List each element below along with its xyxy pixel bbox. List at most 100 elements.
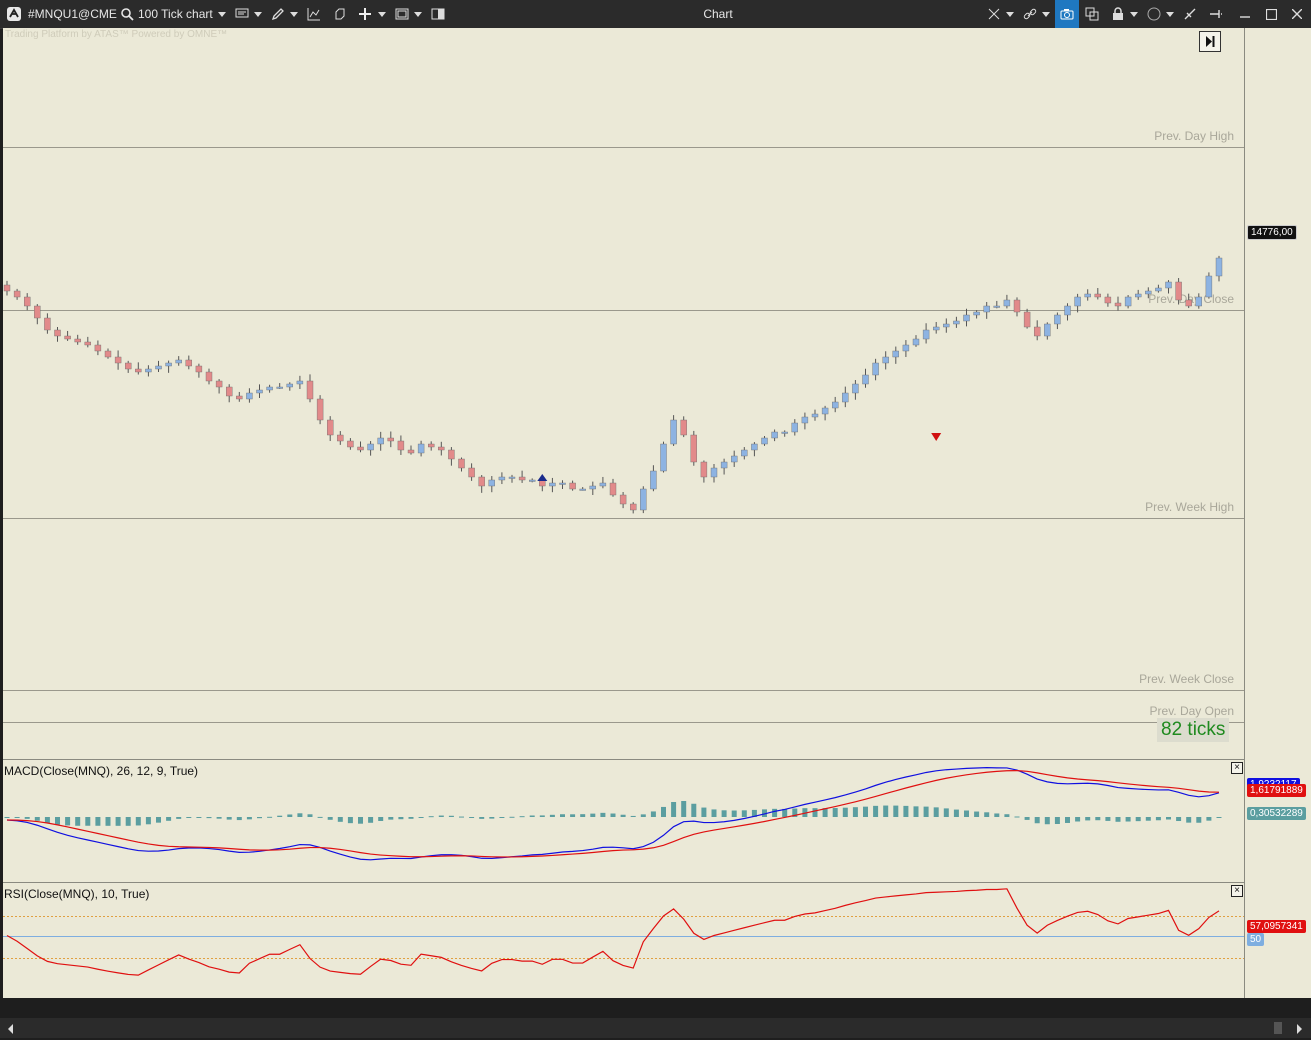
chevron-down-icon[interactable] <box>1128 0 1140 28</box>
macd-histogram-bar <box>984 812 990 817</box>
candle-body <box>811 413 819 418</box>
symbol-selector[interactable]: #MNQU1@CME <box>28 7 117 21</box>
watermark: Trading Platform by ATAS™ Powered by OMN… <box>5 29 228 40</box>
candle-body <box>1003 299 1011 307</box>
candle-body <box>720 461 728 469</box>
candle-body <box>195 365 203 373</box>
macd-histogram-bar <box>701 807 707 817</box>
macd-histogram-bar <box>317 816 323 818</box>
fit-icon[interactable] <box>330 0 350 28</box>
chevron-down-icon[interactable] <box>1040 0 1052 28</box>
rsi-close-icon[interactable]: × <box>1231 885 1243 897</box>
chart-area[interactable]: Trading Platform by ATAS™ Powered by OMN… <box>3 28 1244 998</box>
chart-type-selector[interactable]: 100 Tick chart <box>138 7 213 21</box>
candle-body <box>963 314 970 322</box>
candle-body <box>286 383 293 388</box>
macd-histogram-bar <box>448 815 454 817</box>
macd-close-icon[interactable]: × <box>1231 762 1243 774</box>
macd-histogram-bar <box>863 806 868 817</box>
macd-histogram-bar <box>1155 817 1161 821</box>
candle-body <box>1215 257 1223 277</box>
macd-histogram-bar <box>691 803 697 817</box>
macd-histogram-bar <box>1166 817 1171 820</box>
macd-histogram-bar <box>772 808 778 817</box>
scroll-thumb[interactable] <box>1274 1022 1282 1034</box>
candle-body <box>630 503 637 511</box>
macd-histogram-bar <box>873 805 879 817</box>
macd-histogram-bar <box>893 805 899 817</box>
candle-body <box>508 476 516 479</box>
macd-histogram-bar <box>176 817 182 819</box>
chevron-down-icon[interactable] <box>252 0 264 28</box>
indicator-icon[interactable] <box>304 0 324 28</box>
columns-icon[interactable] <box>428 0 448 28</box>
candle-body <box>1044 323 1051 337</box>
level-label-prev-week-close: Prev. Week Close <box>1139 672 1234 686</box>
macd-histogram-bar <box>135 817 141 826</box>
macd-histogram-bar <box>206 817 212 819</box>
price-axis[interactable]: 14776,00 1,9232117 1,61791889 0,30532289… <box>1244 28 1311 998</box>
macd-histogram-bar <box>489 817 495 819</box>
macd-histogram-bar <box>782 808 788 817</box>
candle-body <box>1165 281 1172 289</box>
macd-histogram-bar <box>186 817 192 818</box>
search-icon[interactable] <box>118 0 136 28</box>
candle-body <box>13 290 21 298</box>
close-icon[interactable] <box>1286 0 1308 28</box>
candle-body <box>327 419 334 436</box>
pane-separator[interactable] <box>3 759 1244 760</box>
macd-histogram-bar <box>24 817 30 819</box>
candle-body <box>872 362 879 376</box>
link-icon[interactable] <box>1020 0 1040 28</box>
candle-body <box>1185 299 1192 307</box>
candle-body <box>185 359 193 367</box>
circle-icon[interactable] <box>1144 0 1164 28</box>
pin-icon[interactable] <box>1206 0 1226 28</box>
macd-histogram-bar <box>327 817 333 820</box>
candle-body <box>529 479 536 482</box>
macd-histogram-bar <box>1105 817 1111 821</box>
candle-body <box>791 422 798 433</box>
crosshair-icon[interactable] <box>355 0 375 28</box>
chevron-down-icon[interactable] <box>1164 0 1176 28</box>
macd-histogram-bar <box>469 817 475 818</box>
cursor-icon[interactable] <box>984 0 1004 28</box>
title-bar: #MNQU1@CME 100 Tick chart Chart <box>0 0 1311 29</box>
macd-histogram-bar <box>1024 817 1030 820</box>
clone-icon[interactable] <box>1082 0 1102 28</box>
candle-body <box>609 482 617 496</box>
chevron-down-icon[interactable] <box>412 0 424 28</box>
maximize-icon[interactable] <box>1260 0 1282 28</box>
scroll-to-end-button[interactable] <box>1199 31 1221 52</box>
pencil-icon[interactable] <box>268 0 288 28</box>
horizontal-scrollbar[interactable] <box>0 1018 1311 1038</box>
app-logo-icon[interactable] <box>4 0 24 28</box>
macd-histogram-bar <box>85 817 91 826</box>
sell-marker <box>931 433 942 441</box>
level-label-prev-day-close: Prev. Day Close <box>1148 292 1234 306</box>
chevron-down-icon[interactable] <box>288 0 300 28</box>
scroll-right-icon[interactable] <box>1296 1022 1304 1040</box>
lock-icon[interactable] <box>1108 0 1128 28</box>
candle-body <box>1205 275 1213 298</box>
chevron-down-icon[interactable] <box>376 0 388 28</box>
chevron-down-icon[interactable] <box>216 0 228 28</box>
minimize-icon[interactable] <box>1234 0 1256 28</box>
macd-histogram-bar <box>953 809 959 817</box>
macd-histogram-bar <box>681 801 687 817</box>
candle-body <box>44 317 51 331</box>
candle-body <box>145 368 152 373</box>
level-line-prev-week-close <box>3 690 1244 691</box>
template-icon[interactable] <box>232 0 252 28</box>
layout-icon[interactable] <box>392 0 412 28</box>
scroll-left-icon[interactable] <box>6 1022 14 1040</box>
candle-body <box>306 380 314 400</box>
candle-body <box>438 446 445 451</box>
candle-body <box>700 461 708 478</box>
macd-histogram-bar <box>731 810 737 817</box>
macd-histogram-bar <box>923 806 929 817</box>
pane-separator[interactable] <box>3 882 1244 883</box>
camera-icon[interactable] <box>1055 0 1079 28</box>
magnet-icon[interactable] <box>1180 0 1200 28</box>
chevron-down-icon[interactable] <box>1004 0 1016 28</box>
